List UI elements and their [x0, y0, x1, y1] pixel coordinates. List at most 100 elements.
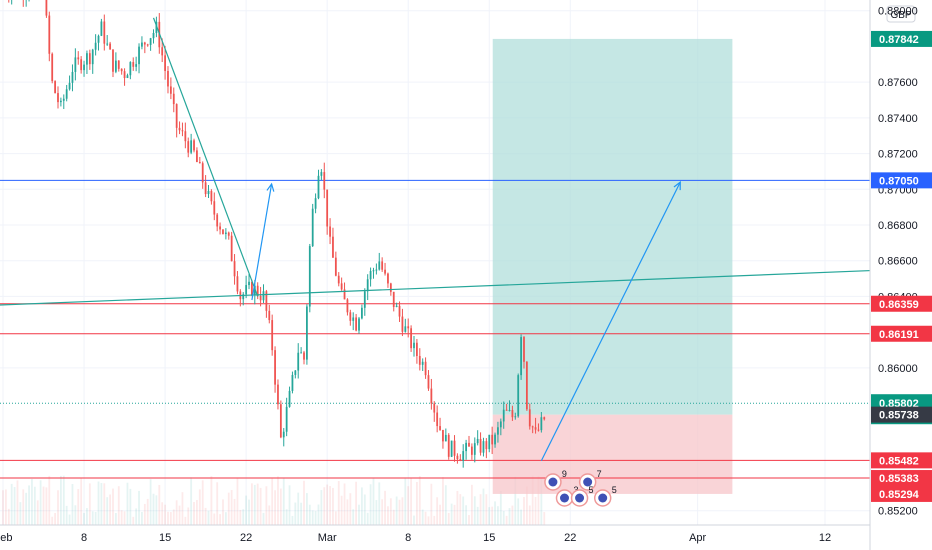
candle-body — [473, 443, 476, 455]
price-tags: 0.878420.870500.863590.861910.8580201:38… — [871, 30, 932, 502]
volume-bar — [39, 480, 42, 525]
volume-bar — [253, 484, 256, 525]
volume-bar — [216, 482, 219, 525]
volume-bar — [444, 485, 447, 525]
candle-body — [230, 235, 233, 262]
volume-bar — [158, 484, 161, 525]
candle-body — [297, 352, 300, 371]
volume-bar — [74, 505, 77, 525]
volume-bar — [384, 490, 386, 525]
price-tag — [871, 325, 932, 342]
candle-body — [216, 214, 219, 227]
forecast-arrow — [540, 181, 681, 461]
volume-bar — [482, 488, 485, 525]
candle-body — [442, 429, 444, 442]
forecast-arrow — [251, 183, 273, 301]
volume-bar — [201, 480, 204, 525]
volume-bar — [184, 516, 187, 525]
candle-body — [511, 410, 514, 418]
event-badge-count: 5 — [589, 485, 594, 495]
candle-body — [265, 291, 268, 311]
currency-box[interactable] — [886, 5, 916, 23]
event-flag-icon — [598, 493, 608, 503]
volume-bar — [117, 486, 120, 525]
candle-body — [57, 93, 59, 103]
candle-body — [387, 273, 389, 284]
price-tag-value: 0.85482 — [879, 455, 919, 467]
price-tag — [871, 452, 932, 469]
volume-bar — [436, 497, 439, 525]
candle-body — [384, 269, 386, 274]
volume-bar — [138, 490, 140, 525]
candle-body — [106, 43, 109, 45]
candle-body — [77, 57, 80, 60]
volume-bar — [86, 508, 88, 525]
candle-body — [54, 81, 56, 94]
candle-body — [543, 417, 546, 420]
volume-bar — [48, 475, 51, 525]
volume-bar — [187, 507, 190, 525]
volume-bar — [468, 515, 470, 525]
volume-bar — [230, 490, 233, 525]
price-tag-value: 0.85383 — [879, 473, 919, 485]
volume-bar — [227, 492, 230, 525]
volume-bar — [300, 502, 303, 525]
candle-body — [389, 283, 392, 292]
candle-body — [141, 42, 143, 47]
candle-body — [181, 130, 184, 132]
volume-bar — [427, 516, 430, 525]
candle-body — [430, 388, 433, 404]
y-tick-label: 0.86000 — [878, 363, 918, 375]
candle-body — [346, 299, 349, 313]
price-tag — [871, 470, 932, 487]
volume-bar — [146, 498, 149, 525]
candle-body — [259, 295, 262, 301]
candle-body — [120, 68, 123, 72]
volume-bar — [375, 500, 378, 525]
trend-line — [0, 269, 895, 306]
candle-body — [523, 337, 525, 362]
volume-bar — [129, 488, 132, 525]
candle-body — [193, 140, 195, 151]
volume-bar — [442, 477, 444, 525]
volume-bar — [169, 512, 172, 525]
position-zones — [492, 38, 733, 494]
volume-bar — [465, 505, 467, 525]
candle-body — [421, 361, 424, 365]
volume-bar — [372, 478, 375, 525]
volume-bar — [439, 504, 441, 525]
candle-body — [152, 32, 155, 39]
x-tick-label: Mar — [318, 532, 337, 544]
candle-body — [74, 57, 77, 72]
event-flag-icon — [560, 493, 570, 503]
y-tick-label: 0.87600 — [878, 77, 918, 89]
candle-body — [444, 434, 447, 442]
price-tag-value: 0.86191 — [879, 329, 919, 341]
candle-body — [279, 404, 282, 438]
candle-body — [86, 53, 88, 65]
volume-bar — [378, 482, 381, 525]
candle-body — [488, 434, 491, 450]
candle-body — [537, 429, 540, 431]
x-tick-label: 8 — [81, 532, 87, 544]
volume-bar — [88, 483, 91, 525]
volume-bar — [274, 490, 276, 525]
volume-bar — [329, 486, 331, 525]
volume-bar — [297, 492, 300, 525]
volume-bar — [528, 505, 531, 525]
candle-body — [204, 182, 207, 195]
volume-bar — [114, 512, 117, 525]
candle-body — [146, 44, 149, 46]
candle-body — [450, 440, 453, 457]
y-tick-label: 0.87200 — [878, 149, 918, 161]
profit-zone — [492, 38, 733, 415]
candle-body — [65, 89, 68, 99]
volume-bar — [424, 511, 427, 525]
volume-bar — [112, 488, 114, 525]
volume-bar — [198, 489, 201, 525]
volume-bar — [404, 477, 407, 525]
volume-bar — [25, 492, 28, 525]
candle-body — [485, 441, 488, 450]
volume-bar — [22, 489, 25, 525]
